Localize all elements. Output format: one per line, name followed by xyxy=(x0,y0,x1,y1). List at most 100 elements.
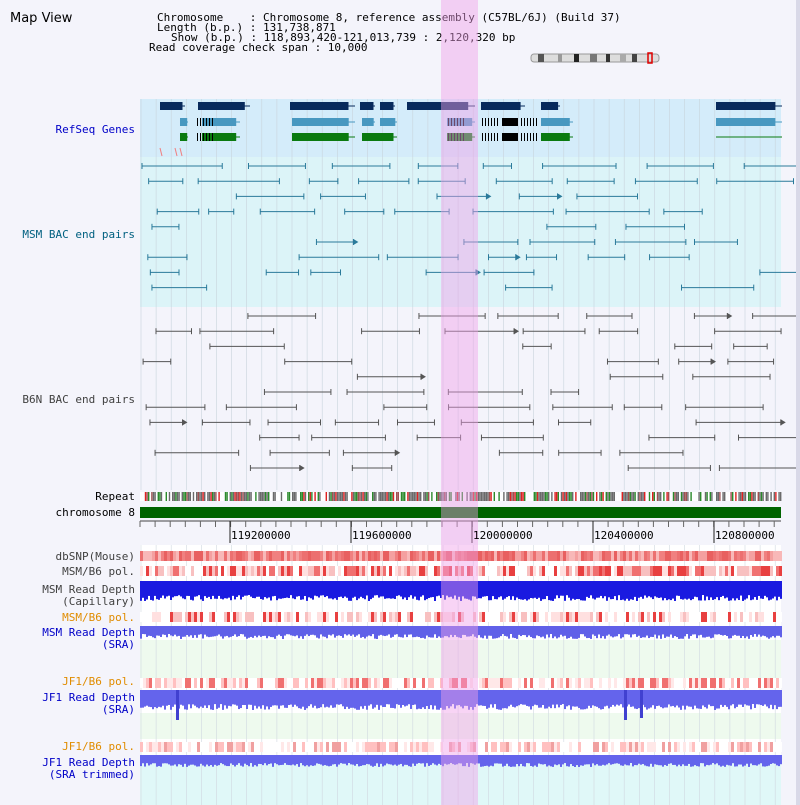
read-depth-bar xyxy=(284,690,286,708)
read-depth-bar xyxy=(376,626,378,639)
read-depth-bar xyxy=(244,581,246,596)
heat-cell xyxy=(686,678,689,688)
read-depth-bar xyxy=(350,690,352,708)
heat-cell xyxy=(146,742,149,752)
heat-cell xyxy=(581,566,584,576)
repeat-element xyxy=(365,492,367,501)
read-depth-bar xyxy=(224,626,226,637)
heat-cell xyxy=(206,566,209,576)
read-depth-bar xyxy=(718,626,720,635)
read-depth-bar xyxy=(324,626,326,637)
heat-cell xyxy=(398,566,401,576)
read-depth-bar xyxy=(184,755,186,764)
read-depth-bar xyxy=(650,690,652,708)
repeat-element xyxy=(471,492,473,501)
heat-cell xyxy=(563,566,566,576)
heat-cell xyxy=(767,566,770,576)
read-depth-bar xyxy=(234,626,236,635)
read-depth-bar xyxy=(282,755,284,765)
heat-cell xyxy=(710,612,713,622)
read-depth-bar xyxy=(174,626,176,635)
repeat-element xyxy=(479,492,481,501)
heat-cell xyxy=(341,612,344,622)
read-depth-bar xyxy=(388,755,390,765)
heat-cell xyxy=(353,551,356,561)
heat-cell xyxy=(233,566,236,576)
read-depth-bar xyxy=(166,626,168,638)
read-depth-bar xyxy=(582,626,584,635)
read-depth-bar xyxy=(222,581,224,600)
read-depth-bar xyxy=(532,690,534,707)
heat-cell xyxy=(428,678,431,688)
chromosome-ideogram[interactable] xyxy=(528,52,664,64)
repeat-element xyxy=(712,492,715,501)
read-depth-bar xyxy=(780,581,782,599)
heat-cell xyxy=(770,566,773,576)
heat-cell xyxy=(395,551,398,561)
heat-cell xyxy=(251,742,254,752)
read-depth-bar xyxy=(252,755,254,767)
gene-exon-tick xyxy=(460,133,461,141)
heat-cell xyxy=(332,566,335,576)
heat-cell xyxy=(569,678,572,688)
read-depth-bar xyxy=(744,690,746,705)
gene-exon xyxy=(292,118,349,126)
heat-cell xyxy=(383,566,386,576)
repeat-element xyxy=(256,492,259,501)
read-depth-bar xyxy=(680,581,682,600)
read-depth-bar xyxy=(582,690,584,710)
heat-cell xyxy=(611,678,614,688)
read-depth-bar xyxy=(408,755,410,767)
heat-cell xyxy=(170,678,173,688)
read-depth-bar xyxy=(658,755,660,766)
read-depth-bar xyxy=(654,690,656,709)
read-depth-bar xyxy=(226,690,228,709)
heat-cell xyxy=(338,551,341,561)
read-depth-bar xyxy=(586,690,588,709)
read-depth-bar xyxy=(354,755,356,766)
repeat-element xyxy=(501,492,503,501)
heat-cell xyxy=(575,612,578,622)
heat-cell xyxy=(545,742,548,752)
read-depth-bar xyxy=(240,690,242,709)
heat-cell xyxy=(470,612,473,622)
read-depth-bar xyxy=(392,755,394,766)
heat-cell xyxy=(380,742,383,752)
heat-cell xyxy=(452,678,455,688)
read-depth-bar xyxy=(632,626,634,635)
heat-cell xyxy=(458,742,461,752)
read-depth-bar xyxy=(628,755,630,766)
heat-cell xyxy=(620,551,623,561)
repeat-element xyxy=(271,492,273,501)
read-depth-bar xyxy=(204,581,206,597)
read-depth-bar xyxy=(736,626,738,636)
read-depth-bar xyxy=(210,626,212,637)
heat-cell xyxy=(194,612,197,622)
read-depth-bar xyxy=(438,755,440,764)
read-depth-bar xyxy=(366,626,368,637)
heat-cell xyxy=(554,742,557,752)
heat-cell xyxy=(500,551,503,561)
heat-cell xyxy=(164,678,167,688)
read-depth-bar xyxy=(410,755,412,767)
repeat-element xyxy=(498,492,500,501)
heat-cell xyxy=(332,551,335,561)
read-depth-bar xyxy=(726,690,728,707)
heat-cell xyxy=(146,566,149,576)
heat-cell xyxy=(767,551,770,561)
heat-cell xyxy=(596,612,599,622)
heat-cell xyxy=(356,551,359,561)
read-depth-bar xyxy=(514,626,516,639)
read-depth-bar xyxy=(434,581,436,601)
heat-cell xyxy=(449,742,452,752)
read-depth-bar xyxy=(520,581,522,600)
read-depth-bar xyxy=(766,581,768,598)
read-depth-bar xyxy=(294,581,296,600)
heat-cell xyxy=(533,612,536,622)
read-depth-bar xyxy=(456,581,458,600)
repeat-element xyxy=(772,492,774,501)
heat-cell xyxy=(392,612,395,622)
heat-cell xyxy=(761,551,764,561)
heat-cell xyxy=(590,678,593,688)
